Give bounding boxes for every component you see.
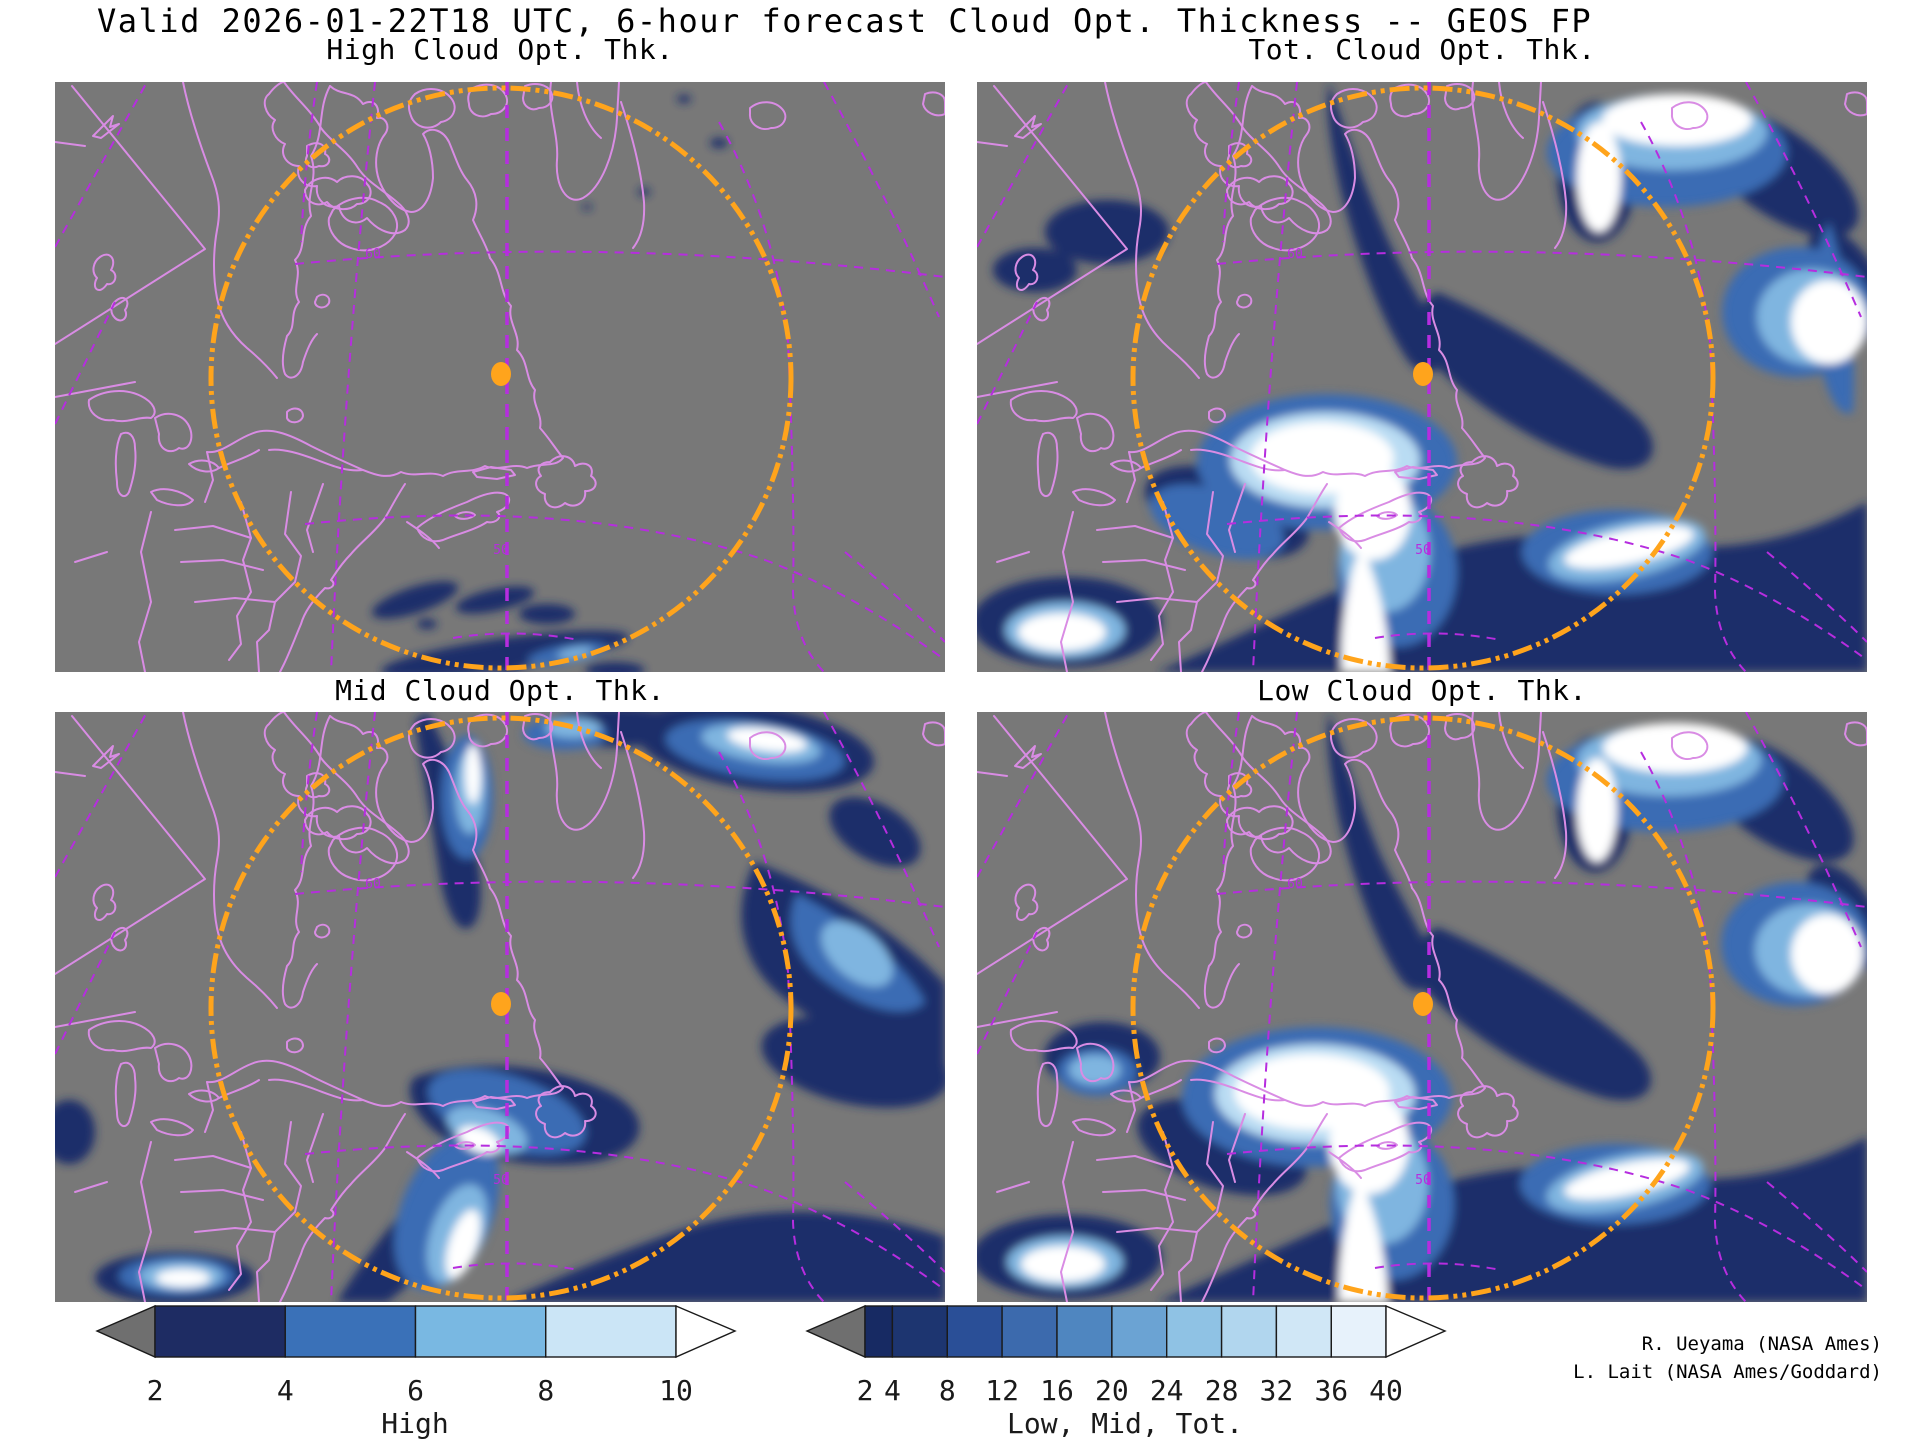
colorbar-lmt-tick: 12: [985, 1374, 1019, 1407]
colorbar-lmt-seg-6: [1111, 1305, 1168, 1358]
colorbar-high-seg-2: [284, 1305, 417, 1358]
colorbar-high-seg-4: [545, 1305, 677, 1358]
colorbar-high-seg-3: [414, 1305, 547, 1358]
colorbar-lmt-seg-10: [1330, 1305, 1387, 1358]
colorbar-lmt-tick: 24: [1150, 1374, 1184, 1407]
colorbar-lmt-seg-3: [946, 1305, 1003, 1358]
colorbar-lmt-tick: 2: [857, 1374, 874, 1407]
colorbar-lmt-seg-9: [1275, 1305, 1332, 1358]
colorbar-lmt-tick: 40: [1369, 1374, 1403, 1407]
colorbar-lmt-tick: 4: [884, 1374, 901, 1407]
panel-title-tot: Tot. Cloud Opt. Thk.: [1248, 33, 1596, 66]
colorbar-high-label: High: [381, 1407, 448, 1440]
panel-title-high: High Cloud Opt. Thk.: [326, 33, 674, 66]
colorbar-high: 2 4 6 8 10 High: [95, 1304, 737, 1440]
credits: R. Ueyama (NASA Ames) L. Lait (NASA Ames…: [1573, 1330, 1882, 1386]
colorbar-lmt-under-arrow: [805, 1304, 866, 1359]
panel-title-low: Low Cloud Opt. Thk.: [1257, 674, 1587, 707]
map-panel-mid: [55, 712, 945, 1302]
colorbar-lmt-tick: 36: [1314, 1374, 1348, 1407]
colorbar-lmt-label: Low, Mid, Tot.: [1007, 1407, 1243, 1440]
colorbar-high-tick: 10: [659, 1374, 693, 1407]
colorbar-lmt-over-arrow: [1385, 1304, 1447, 1359]
credit-line-2: L. Lait (NASA Ames/Goddard): [1573, 1361, 1882, 1383]
colorbar-high-tick: 8: [537, 1374, 554, 1407]
map-panel-tot: [977, 82, 1867, 672]
colorbar-high-tick: 4: [277, 1374, 294, 1407]
colorbar-lmt-seg-1: [864, 1305, 894, 1358]
colorbar-lmt-seg-8: [1220, 1305, 1278, 1358]
colorbar-low-mid-tot: 2 4 8 12 16 20 24 28 32 36 40 Low, Mid, …: [805, 1304, 1447, 1440]
colorbar-lmt-seg-7: [1166, 1305, 1223, 1358]
page-title: Valid 2026-01-22T18 UTC, 6-hour forecast…: [97, 2, 1593, 40]
colorbar-lmt-seg-2: [891, 1305, 949, 1358]
colorbar-lmt-tick: 28: [1205, 1374, 1239, 1407]
colorbar-high-over-arrow: [675, 1304, 737, 1359]
map-panel-low: [977, 712, 1867, 1302]
colorbar-lmt-tick: 20: [1095, 1374, 1129, 1407]
colorbar-lmt-seg-5: [1056, 1305, 1113, 1358]
colorbar-high-tick: 6: [407, 1374, 424, 1407]
colorbar-lmt-tick: 32: [1260, 1374, 1294, 1407]
panel-title-mid: Mid Cloud Opt. Thk.: [335, 674, 665, 707]
colorbar-high-under-arrow: [95, 1304, 156, 1359]
colorbar-lmt-tick: 8: [939, 1374, 956, 1407]
colorbar-lmt-seg-4: [1001, 1305, 1058, 1358]
credit-line-1: R. Ueyama (NASA Ames): [1641, 1333, 1882, 1355]
colorbar-high-tick: 2: [147, 1374, 164, 1407]
colorbar-lmt-tick: 16: [1040, 1374, 1074, 1407]
map-panel-high: [55, 82, 945, 672]
colorbar-high-seg-1: [154, 1305, 286, 1358]
